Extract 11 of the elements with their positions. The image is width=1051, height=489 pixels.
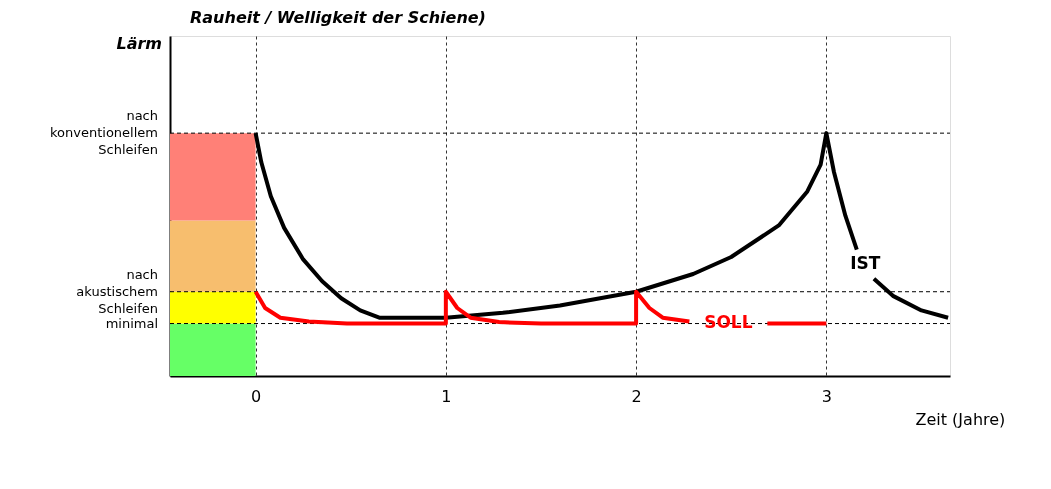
- x-tick-label: 0: [251, 386, 262, 406]
- text: Lärm: [116, 34, 162, 53]
- series-label: SOLL: [704, 311, 753, 332]
- chart-title: Rauheit / Welligkeit der Schiene): [190, 8, 486, 27]
- ref-line-label: minimal: [105, 315, 158, 331]
- x-tick-label: 2: [631, 386, 642, 406]
- x-tick-label: 3: [821, 386, 832, 406]
- series-label: IST: [850, 253, 881, 274]
- ref-line-label: nach konventionellem Schleifen: [50, 108, 158, 158]
- x-tick-label: 1: [441, 386, 452, 406]
- x-axis-title: Zeit (Jahre): [915, 409, 1006, 429]
